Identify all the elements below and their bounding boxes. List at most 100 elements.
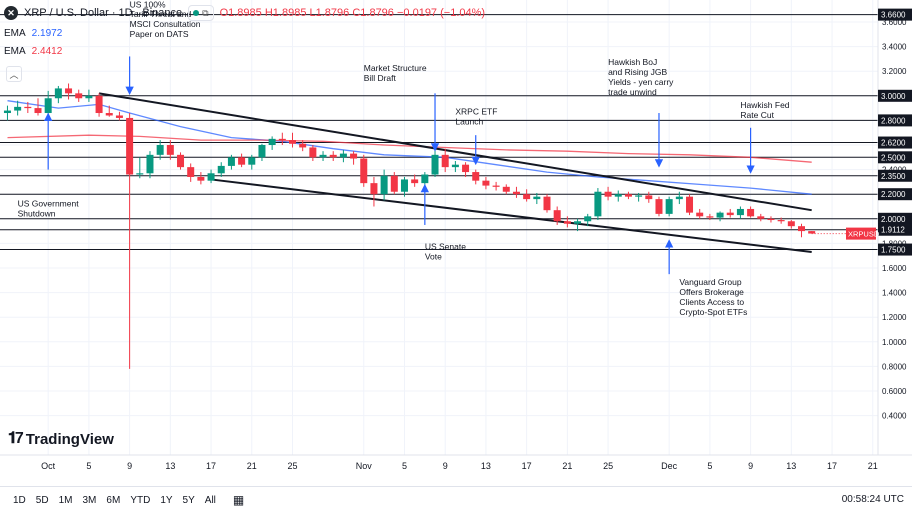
candle-body bbox=[798, 226, 805, 232]
annotation-label: Hawkish BoJ bbox=[608, 57, 657, 67]
timeframe-6m[interactable]: 6M bbox=[106, 494, 121, 506]
symbol-title[interactable]: XRP / U.S. Dollar · 1D · Binance bbox=[24, 7, 183, 19]
x-tick-label: 9 bbox=[748, 461, 753, 471]
candle-body bbox=[289, 140, 296, 144]
x-tick-label: Oct bbox=[41, 461, 56, 471]
candle-body bbox=[360, 158, 368, 184]
candle-body bbox=[44, 98, 52, 114]
indicator-ema-1[interactable]: EMA 2.1972 bbox=[4, 28, 62, 39]
candle-body bbox=[482, 180, 490, 186]
candle-body bbox=[533, 196, 541, 200]
indicator-ema-2[interactable]: EMA 2.4412 bbox=[4, 46, 62, 57]
candle-body bbox=[350, 153, 358, 159]
last-price-symbol: XRPUSD bbox=[848, 230, 880, 239]
candle-body bbox=[14, 106, 22, 111]
annotation-label: Yields - yen carry bbox=[608, 77, 674, 87]
annotation-label: Market Structure bbox=[364, 63, 427, 73]
logo-text: TradingView bbox=[25, 430, 114, 448]
utc-clock[interactable]: 00:58:24 UTC bbox=[841, 494, 904, 505]
tradingview-logo[interactable]: 𝟏7 TradingView bbox=[8, 430, 114, 448]
candle-body bbox=[380, 175, 388, 195]
candle-body bbox=[370, 183, 378, 195]
x-tick-label: 21 bbox=[868, 461, 878, 471]
candle-body bbox=[523, 194, 531, 200]
candle-body bbox=[747, 208, 755, 217]
y-tick-label: 3.4000 bbox=[882, 43, 907, 52]
candle-body bbox=[258, 145, 266, 158]
candle-body bbox=[675, 196, 683, 200]
calendar-goto-date-icon[interactable]: ▦ bbox=[232, 493, 245, 507]
y-tick-label: 1.4000 bbox=[882, 289, 907, 298]
annotation-label: Offers Brokerage bbox=[679, 287, 744, 297]
annotation-label: Vanguard Group bbox=[679, 277, 741, 287]
candle-body bbox=[594, 191, 602, 217]
y-tick-label: 1.6000 bbox=[882, 264, 907, 273]
x-tick-label: 17 bbox=[522, 461, 532, 471]
candle-body bbox=[635, 195, 643, 197]
candle-body bbox=[716, 212, 724, 218]
candle-body bbox=[75, 93, 83, 99]
candle-body bbox=[319, 154, 327, 158]
ema-line bbox=[7, 134, 812, 163]
annotation-label: Paper on DATS bbox=[130, 29, 189, 39]
candle-body bbox=[197, 176, 205, 181]
candle-body bbox=[808, 231, 816, 234]
candle-body bbox=[390, 175, 398, 192]
candle-body bbox=[767, 218, 775, 221]
timeframe-1y[interactable]: 1Y bbox=[160, 494, 173, 506]
x-tick-label: 13 bbox=[165, 461, 175, 471]
candle-body bbox=[614, 194, 622, 197]
ohlc-open: O1.8985 bbox=[219, 7, 262, 19]
timeframe-5d[interactable]: 5D bbox=[35, 494, 49, 506]
y-tick-label: 0.4000 bbox=[882, 412, 907, 421]
level-tag-label: 2.5000 bbox=[881, 153, 906, 162]
price-axis: 0.4000 0.6000 0.8000 1.0000 1.2000 1.4000 1.60… bbox=[846, 8, 912, 421]
timeframe-3m[interactable]: 3M bbox=[82, 494, 97, 506]
indicator-value: 2.4412 bbox=[31, 46, 63, 57]
level-tag bbox=[878, 188, 912, 201]
candle-body bbox=[227, 157, 235, 166]
level-tag-label: 3.6600 bbox=[881, 11, 906, 20]
candle-body bbox=[248, 157, 256, 165]
annotation-label: US 100% bbox=[130, 0, 166, 9]
candle-body bbox=[3, 110, 11, 114]
ema-lines bbox=[7, 100, 812, 195]
annotation-label: Tariff Threat and bbox=[130, 9, 192, 19]
candle-body bbox=[329, 154, 337, 158]
candle-body bbox=[492, 185, 500, 187]
candle-body bbox=[604, 191, 612, 197]
candle-body bbox=[217, 165, 225, 174]
candle-body bbox=[431, 154, 439, 175]
level-tag bbox=[878, 243, 912, 256]
candle-body bbox=[146, 154, 154, 174]
indicator-name: EMA bbox=[4, 28, 26, 39]
timeframe-1m[interactable]: 1M bbox=[58, 494, 73, 506]
candle-body bbox=[624, 194, 632, 197]
candle-body bbox=[187, 167, 195, 177]
candle-body bbox=[645, 195, 653, 200]
candle-body bbox=[65, 88, 73, 94]
level-tag-label: 2.0000 bbox=[881, 215, 906, 224]
candle-body bbox=[462, 164, 470, 173]
x-tick-label: 9 bbox=[127, 461, 132, 471]
candle-body bbox=[421, 174, 429, 184]
timeframe-5y[interactable]: 5Y bbox=[182, 494, 195, 506]
candle-body bbox=[177, 154, 185, 168]
ohlc-low: L1.8796 bbox=[309, 7, 350, 19]
candle-body bbox=[207, 173, 215, 181]
market-status-pill[interactable]: ⧉ bbox=[188, 5, 214, 21]
indicator-value: 2.1972 bbox=[31, 28, 63, 39]
timeframe-ytd[interactable]: YTD bbox=[130, 494, 151, 506]
candle-body bbox=[85, 95, 93, 99]
timeframe-1d[interactable]: 1D bbox=[13, 494, 26, 506]
candle-body bbox=[686, 196, 694, 213]
ohlc-values: O1.8985 H1.8985 L1.8796 C1.8796 −0.0197 … bbox=[220, 7, 485, 19]
level-tag bbox=[878, 169, 912, 182]
timeframe-all[interactable]: All bbox=[204, 494, 216, 506]
y-tick-label: 1.2000 bbox=[882, 313, 907, 322]
collapse-indicators-button[interactable]: ︿ bbox=[6, 66, 22, 82]
annotation-label: Vote bbox=[425, 252, 442, 262]
x-tick-label: 17 bbox=[827, 461, 837, 471]
candle-body bbox=[451, 164, 459, 168]
